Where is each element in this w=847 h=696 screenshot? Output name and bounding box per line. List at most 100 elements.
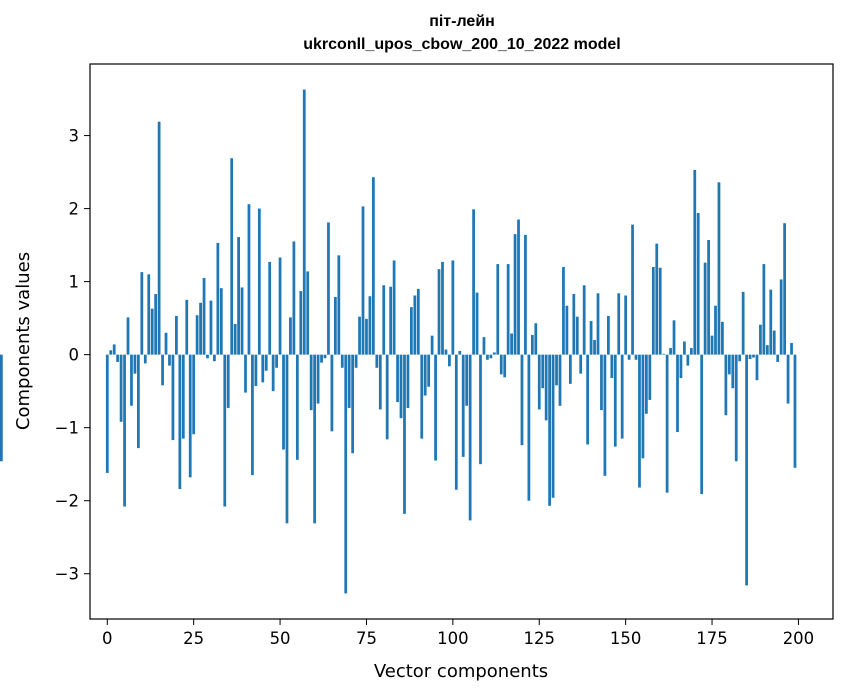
bar-160	[658, 267, 662, 355]
bar-56	[299, 291, 303, 355]
bar-136	[575, 316, 579, 355]
bar-10	[140, 272, 144, 355]
bar-22	[181, 354, 185, 439]
bar-182	[734, 354, 738, 462]
bar-70	[347, 354, 351, 408]
bar-123	[530, 334, 534, 355]
bar-199	[793, 354, 797, 468]
bar-113	[496, 264, 500, 355]
bar-1	[109, 350, 113, 355]
bar-87	[406, 354, 410, 408]
bar-5	[123, 354, 126, 507]
bar-65	[330, 354, 334, 432]
bar-158	[651, 267, 655, 355]
y-axis-label: Components values	[13, 252, 34, 430]
bar-68	[340, 354, 344, 368]
x-tick-label: 25	[183, 629, 204, 648]
bar-0	[105, 354, 109, 473]
bar-50	[278, 257, 282, 355]
bar-95	[434, 354, 437, 461]
bar-30	[209, 300, 213, 355]
bar-152	[631, 224, 634, 355]
bar-105	[468, 354, 472, 521]
bar-undefined	[0, 354, 3, 462]
bar-148	[617, 293, 621, 355]
bar-79	[378, 354, 382, 410]
bar-155	[641, 354, 645, 459]
bar-84	[396, 354, 399, 403]
bar-45	[261, 354, 265, 383]
bar-178	[721, 321, 724, 355]
bar-52	[285, 354, 289, 524]
x-tick-label: 0	[102, 629, 113, 648]
bar-29	[206, 354, 209, 359]
bar-69	[344, 354, 348, 594]
x-tick-label: 200	[783, 629, 815, 648]
bar-170	[693, 169, 697, 355]
bar-42	[251, 354, 254, 476]
bar-26	[195, 315, 199, 355]
bar-28	[202, 277, 206, 355]
bar-197	[786, 354, 790, 404]
bar-90	[416, 288, 420, 355]
bar-194	[776, 354, 780, 362]
bar-189	[759, 324, 762, 355]
bar-4	[119, 354, 123, 422]
bar-159	[655, 243, 659, 355]
bar-92	[423, 354, 427, 396]
bar-129	[551, 354, 555, 498]
bar-121	[524, 234, 527, 355]
bar-93	[427, 354, 431, 387]
bar-162	[665, 354, 669, 493]
bar-36	[230, 158, 234, 355]
x-axis-ticks: 0 25 50 75 100 125 150 175 200	[102, 619, 814, 648]
bar-115	[503, 354, 507, 378]
bar-135	[572, 294, 576, 355]
x-tick-label: 50	[270, 629, 291, 648]
bar-110	[486, 354, 489, 360]
bar-35	[226, 354, 230, 408]
bar-125	[537, 354, 541, 410]
bar-51	[282, 354, 285, 450]
bar-7	[130, 354, 133, 406]
bar-48	[271, 354, 275, 392]
bar-181	[731, 354, 735, 389]
bar-151	[627, 354, 631, 360]
bar-20	[175, 315, 178, 355]
bar-143	[600, 354, 603, 411]
bar-58	[306, 271, 310, 355]
bar-11	[143, 354, 147, 364]
bar-116	[506, 264, 510, 355]
bar-82	[389, 286, 393, 355]
bar-138	[582, 285, 586, 355]
bar-111	[489, 354, 493, 359]
bar-154	[638, 354, 641, 488]
bar-63	[323, 354, 327, 359]
y-tick-label: 2	[69, 200, 80, 219]
bar-142	[596, 293, 600, 355]
bar-144	[603, 354, 607, 476]
x-tick-label: 100	[437, 629, 469, 648]
bar-156	[645, 354, 648, 414]
bar-80	[382, 285, 386, 355]
bar-195	[779, 279, 783, 355]
bar-124	[534, 323, 538, 355]
bar-73	[358, 316, 361, 355]
bar-40	[244, 354, 247, 393]
bar-102	[458, 350, 462, 355]
bar-146	[610, 354, 614, 379]
bar-23	[185, 299, 189, 355]
bar-100	[451, 260, 455, 355]
bar-37	[233, 323, 237, 355]
bar-16	[161, 354, 164, 386]
bar-141	[593, 340, 596, 355]
x-tick-label: 125	[524, 629, 556, 648]
bar-127	[544, 354, 548, 421]
bar-131	[558, 354, 562, 406]
bar-76	[368, 296, 372, 355]
bar-167	[683, 341, 686, 355]
bar-187	[752, 354, 755, 358]
bar-9	[137, 354, 140, 449]
bar-137	[579, 354, 583, 374]
bar-75	[365, 318, 368, 355]
